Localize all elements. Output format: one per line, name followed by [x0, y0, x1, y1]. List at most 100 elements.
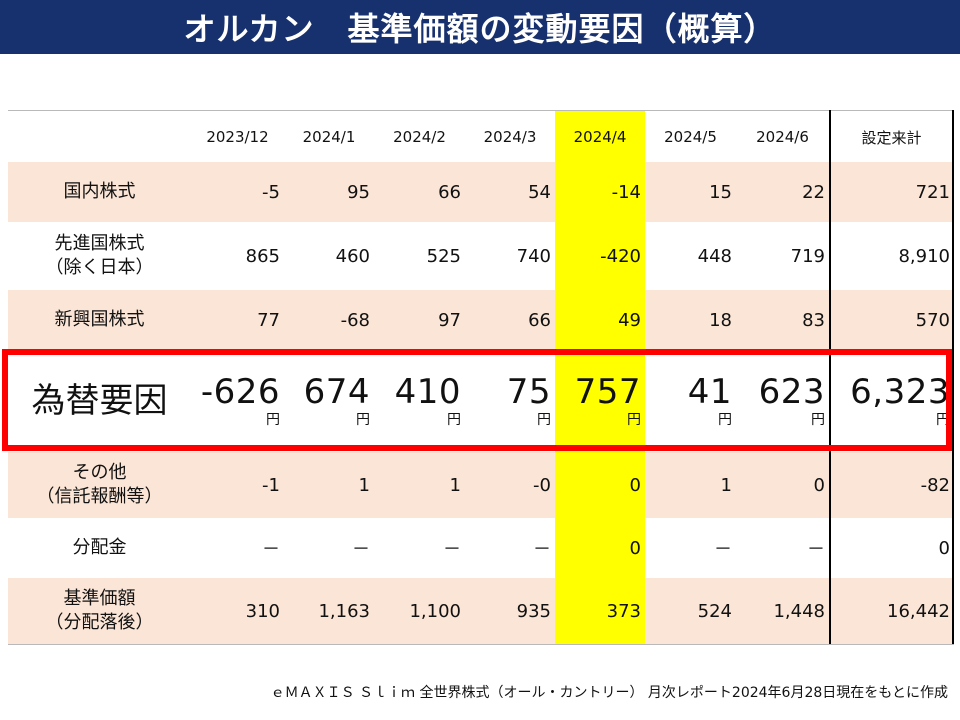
fx-value-cell: 623 円 [736, 350, 829, 452]
value-cell: － [714, 539, 732, 560]
row-label: その他 （信託報酬等） [36, 462, 163, 507]
value-cell: 8,910 [898, 245, 950, 267]
fx-value: 75 [506, 372, 551, 412]
value-cell: 1 [358, 474, 370, 496]
table-row: 新興国株式 77 -68 97 66 49 18 83 570 [8, 290, 954, 350]
value-cell: 16,442 [887, 600, 950, 622]
fx-unit: 円 [718, 412, 732, 428]
value-cell: 0 [555, 518, 645, 578]
value-cell: 77 [257, 309, 280, 331]
value-cell: 66 [528, 309, 551, 331]
header-cell-2023-12: 2023/12 [206, 128, 269, 146]
value-cell: 0 [555, 452, 645, 518]
value-cell: 865 [245, 245, 280, 267]
value-cell: 1,163 [318, 600, 370, 622]
row-label: 先進国株式 （除く日本） [45, 233, 154, 278]
value-cell: 18 [709, 309, 732, 331]
fx-value-cell: -626 円 [191, 350, 284, 452]
header-cell-2024-4: 2024/4 [555, 111, 645, 163]
value-cell: 83 [802, 309, 825, 331]
value-cell: 54 [528, 181, 551, 203]
value-cell: 719 [790, 245, 825, 267]
value-cell: -5 [262, 181, 280, 203]
value-cell: 460 [335, 245, 370, 267]
fx-unit: 円 [537, 412, 551, 428]
fx-factor-row: 為替要因 -626 円 674 円 410 円 75 円 757 円 41 円 623 円 6… [8, 350, 954, 452]
fx-unit: 円 [356, 412, 370, 428]
row-label: 分配金 [72, 537, 127, 558]
value-cell: 310 [245, 600, 280, 622]
table-bottom-rule [8, 644, 954, 645]
fx-value-cell: 410 円 [374, 350, 465, 452]
fx-value: 6,323 [850, 372, 950, 412]
value-cell: -68 [340, 309, 370, 331]
value-cell: 49 [555, 290, 645, 350]
fx-value-cell: 41 円 [645, 350, 736, 452]
fx-value: 410 [394, 372, 461, 412]
row-label: 新興国株式 [54, 309, 145, 330]
value-cell: 373 [555, 578, 645, 644]
fx-unit: 円 [447, 412, 461, 428]
header-cell-2024-6: 2024/6 [756, 128, 809, 146]
value-cell: 66 [438, 181, 461, 203]
value-cell: － [443, 539, 461, 560]
fx-value-cell: 674 円 [284, 350, 374, 452]
value-cell: 524 [697, 600, 732, 622]
fx-value: 41 [687, 372, 732, 412]
value-cell: 1,448 [773, 600, 825, 622]
header-cell-cumulative: 設定来計 [861, 128, 922, 147]
fx-value-cell: 75 円 [465, 350, 555, 452]
row-label: 基準価額 （分配落後） [45, 588, 154, 633]
value-cell: 448 [697, 245, 732, 267]
fx-value-cell: 6,323 円 [829, 350, 954, 452]
value-cell: － [352, 539, 370, 560]
value-cell: 1,100 [409, 600, 461, 622]
value-cell: 740 [516, 245, 551, 267]
value-cell: 0 [813, 474, 825, 496]
value-cell: 97 [438, 309, 461, 331]
value-cell: 22 [802, 181, 825, 203]
value-cell: － [533, 539, 551, 560]
header-cell-2024-5: 2024/5 [664, 128, 717, 146]
value-cell: 1 [720, 474, 732, 496]
table-header-row: 2023/12 2024/1 2024/2 2024/3 2024/4 2024… [8, 110, 954, 163]
header-cell-2024-2: 2024/2 [393, 128, 446, 146]
value-cell: -1 [262, 474, 280, 496]
page-title: オルカン 基準価額の変動要因（概算） [0, 0, 960, 54]
value-cell: -82 [920, 474, 950, 496]
table-row: 基準価額 （分配落後） 310 1,163 1,100 935 373 524 … [8, 578, 954, 644]
header-cell-2024-3: 2024/3 [483, 128, 537, 146]
fx-label-cell: 為替要因 [8, 350, 191, 452]
fx-value: 623 [758, 372, 825, 412]
fx-value: -626 [200, 372, 280, 412]
value-cell: 1 [449, 474, 461, 496]
table-row: 先進国株式 （除く日本） 865 460 525 740 -420 448 71… [8, 222, 954, 290]
value-cell: 15 [709, 181, 732, 203]
value-cell: 525 [426, 245, 461, 267]
table-row: その他 （信託報酬等） -1 1 1 -0 0 1 0 -82 [8, 452, 954, 518]
fx-value: 674 [303, 372, 370, 412]
value-cell: 0 [938, 537, 950, 559]
value-cell: -14 [555, 162, 645, 222]
table-row: 分配金 － － － － 0 － － 0 [8, 518, 954, 578]
fx-row-label: 為替要因 [31, 381, 168, 421]
fx-unit: 円 [811, 412, 825, 428]
fx-value-cell: 757 円 [555, 350, 645, 452]
fx-unit: 円 [936, 412, 950, 428]
value-cell: -0 [533, 474, 551, 496]
value-cell: 721 [915, 181, 950, 203]
value-cell: 570 [915, 309, 950, 331]
value-cell: － [262, 539, 280, 560]
header-cell-2024-1: 2024/1 [302, 128, 356, 146]
table-row: 国内株式 -5 95 66 54 -14 15 22 721 [8, 162, 954, 222]
value-cell: － [807, 539, 825, 560]
fx-unit: 円 [266, 412, 280, 428]
row-label: 国内株式 [63, 181, 136, 202]
value-cell: -420 [555, 222, 645, 290]
source-note: ｅＭＡＸＩＳ Ｓｌｉｍ 全世界株式（オール・カントリー） 月次レポート2024年… [270, 685, 948, 701]
value-cell: 935 [516, 600, 551, 622]
fx-value: 757 [574, 372, 641, 412]
header-cell-empty [8, 111, 191, 163]
fx-unit: 円 [627, 412, 641, 428]
value-cell: 95 [347, 181, 370, 203]
